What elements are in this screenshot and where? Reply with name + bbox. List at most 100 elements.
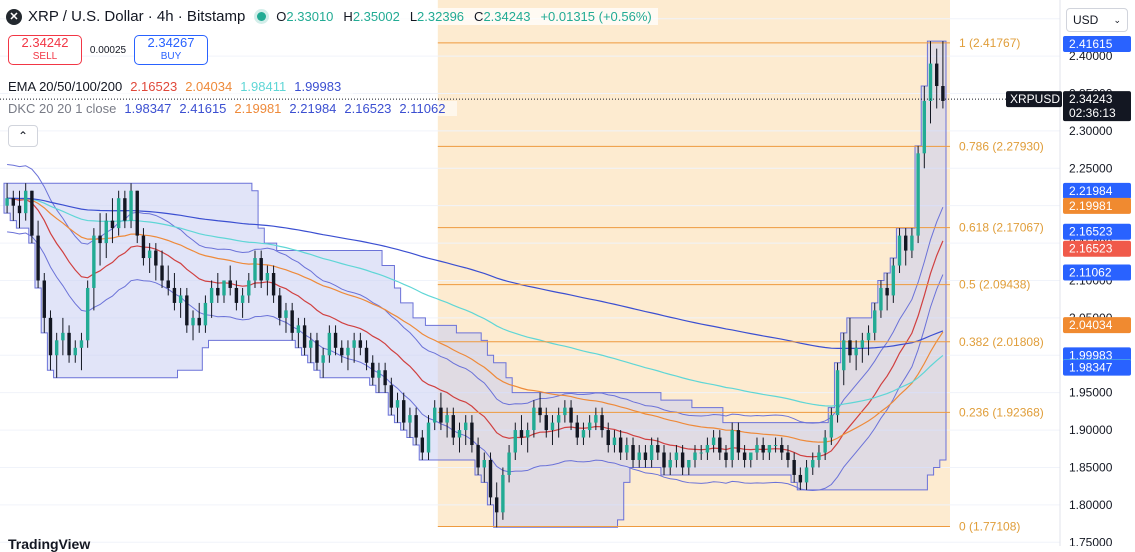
candle-body	[693, 452, 697, 460]
candle-body	[271, 273, 276, 296]
candle	[414, 407, 418, 446]
ema-legend-name: EMA 20/50/100/200	[8, 79, 123, 94]
dkc-value-2: 2.41615	[179, 101, 227, 116]
candle-body	[835, 370, 840, 416]
price-tick-label: 1.95000	[1069, 386, 1113, 400]
axis-badge-value: 2.16523	[1069, 242, 1113, 256]
candle-body	[773, 445, 778, 447]
candle-body	[389, 385, 394, 408]
candle-body	[767, 445, 772, 453]
buy-label: BUY	[160, 51, 182, 62]
candle	[631, 437, 635, 468]
ema-value-2: 2.04034	[185, 79, 233, 94]
candle-body	[563, 407, 567, 416]
candle-body	[786, 452, 790, 460]
dkc-legend[interactable]: DKC 20 20 1 close 1.98347 2.41615 2.19981 2…	[8, 101, 458, 116]
buy-button[interactable]: 2.34267 BUY	[134, 35, 208, 65]
candle-body	[377, 370, 381, 378]
candle-body	[600, 415, 604, 431]
sell-button[interactable]: 2.34242 SELL	[8, 35, 82, 65]
candle	[736, 422, 741, 460]
candle-body	[54, 340, 59, 356]
currency-select[interactable]: USD ⌄	[1066, 8, 1128, 32]
candle-body	[92, 235, 96, 288]
donchian-channel	[3, 40, 947, 528]
candle	[897, 228, 902, 273]
candle-body	[228, 280, 232, 288]
candle-body	[278, 295, 282, 318]
candle	[829, 407, 834, 446]
candle	[358, 332, 363, 356]
candle	[525, 422, 530, 453]
candle-body	[451, 415, 456, 438]
candle-body	[482, 459, 487, 468]
candle-body	[730, 430, 734, 460]
candle	[426, 415, 431, 460]
dkc-legend-values: 1.98347 2.41615 2.19981 2.21984 2.16523 2.110…	[124, 101, 453, 116]
candle	[11, 190, 16, 221]
candle	[284, 302, 288, 333]
axis-badge-bg	[1063, 240, 1131, 257]
candle-body	[426, 422, 431, 453]
candle	[203, 295, 208, 333]
candle-body	[910, 235, 914, 251]
candle	[67, 325, 71, 363]
candle-body	[897, 235, 902, 266]
candle	[340, 340, 344, 363]
dkc-value-1: 1.98347	[124, 101, 172, 116]
candle	[371, 355, 375, 386]
axis-badge-bg	[1063, 182, 1131, 199]
candlesticks	[5, 41, 945, 528]
candle	[265, 265, 270, 296]
candle-body	[749, 452, 753, 460]
candle	[699, 445, 703, 460]
candle-body	[11, 198, 16, 206]
candle	[61, 317, 65, 356]
candle	[804, 459, 809, 490]
candle	[439, 392, 443, 431]
candle	[761, 437, 765, 460]
ema-legend[interactable]: EMA 20/50/100/200 2.16523 2.04034 1.98411 1…	[8, 79, 354, 94]
candle-body	[649, 445, 654, 460]
candle	[780, 437, 784, 460]
candle-body	[340, 347, 344, 356]
candle-body	[284, 310, 288, 318]
ema-legend-values: 2.16523 2.04034 1.98411 1.99983	[130, 79, 349, 94]
ohlc-high: H2.35002	[343, 9, 400, 24]
candle	[240, 287, 245, 318]
candle	[402, 392, 406, 431]
candle	[383, 362, 387, 393]
candle-body	[550, 422, 555, 431]
candle	[885, 273, 889, 311]
candle	[209, 280, 214, 318]
candle	[315, 332, 319, 371]
axis-badge: 2.21984	[1063, 182, 1131, 199]
candle	[873, 302, 877, 341]
candle	[178, 287, 183, 318]
candle-body	[420, 437, 425, 453]
candle	[755, 437, 759, 460]
candle	[786, 445, 790, 468]
candle-body	[699, 452, 703, 454]
candle-body	[488, 459, 493, 498]
symbol-tag-label: XRPUSD	[1010, 92, 1060, 106]
candle-body	[123, 198, 127, 221]
collapse-legend-button[interactable]: ⌃	[8, 125, 38, 147]
axis-badge-bg	[1063, 359, 1131, 376]
candle	[587, 415, 592, 438]
candle-body	[395, 400, 400, 408]
candle	[321, 347, 325, 378]
candle	[742, 445, 747, 468]
candle	[17, 190, 22, 229]
candle-body	[98, 235, 102, 244]
candle	[154, 243, 158, 281]
fibonacci-levels: 1 (2.41767) 0.786 (2.27930) 0.618 (2.17067…	[437, 36, 1044, 533]
candle	[854, 340, 858, 371]
candle-body	[463, 422, 468, 431]
candle-body	[209, 287, 214, 303]
candle	[85, 280, 90, 348]
candle-body	[891, 265, 896, 296]
spread-value: 0.00025	[89, 44, 127, 56]
symbol-title[interactable]: XRP / U.S. Dollar · 4h · Bitstamp	[28, 8, 246, 25]
